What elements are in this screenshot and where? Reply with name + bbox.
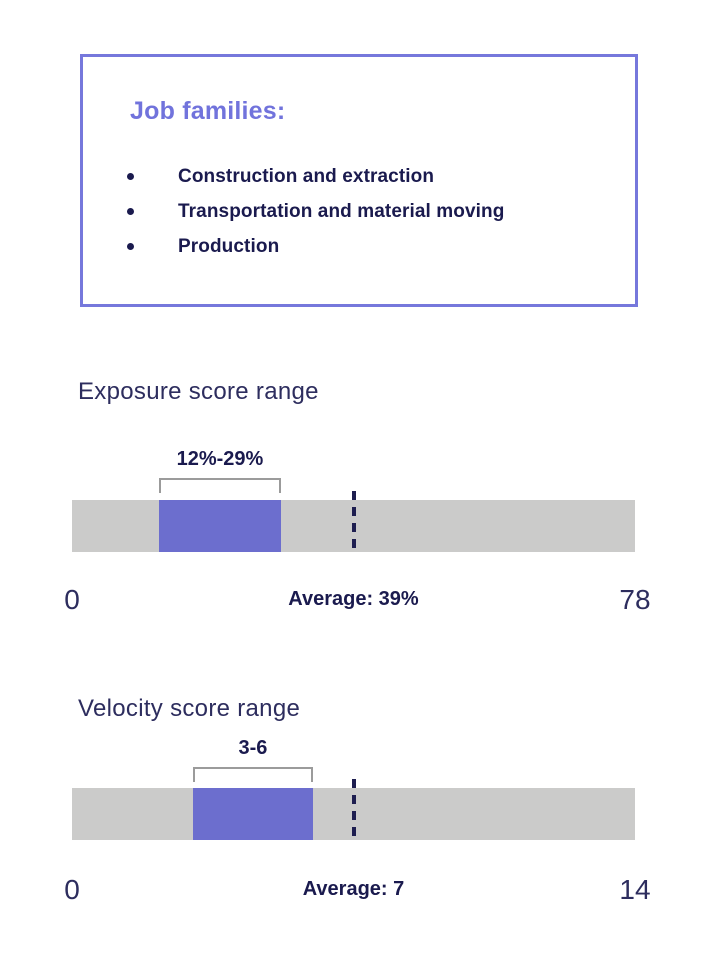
job-families-box: Job families: Construction and extractio…: [80, 54, 638, 307]
highlight-segment: [192, 788, 314, 840]
range-bracket: [192, 767, 314, 782]
average-dashed-line: [351, 491, 356, 552]
chart-plot: 12%-29% 0 Average: 39% 78: [64, 378, 650, 623]
axis-average-label: Average: 39%: [288, 588, 419, 610]
chart-title: Velocity score range: [78, 695, 301, 722]
chart-plot: 3-6 0 Average: 7 14: [64, 695, 650, 920]
axis-row: 0 Average: 39% 78: [64, 584, 650, 615]
list-item-label: Production: [178, 235, 280, 257]
axis-row: 0 Average: 7 14: [64, 874, 650, 905]
chart-section-exposure: Exposure score range 12%-29% 0 Average: …: [0, 378, 726, 623]
bullet-icon: [127, 208, 134, 215]
list-item: Transportation and material moving: [127, 194, 504, 229]
axis-min-label: 0: [64, 874, 80, 905]
bullet-icon: [127, 173, 134, 180]
bar-track: [72, 491, 635, 552]
average-dashed-line: [351, 779, 356, 840]
bar-track: [72, 779, 635, 840]
list-item-label: Construction and extraction: [178, 165, 435, 187]
job-families-title: Job families:: [130, 97, 286, 125]
job-families-list: Construction and extraction Transportati…: [127, 159, 504, 264]
chart-section-velocity: Velocity score range 3-6 0 Average: 7 14: [0, 695, 726, 920]
list-item-label: Transportation and material moving: [178, 200, 505, 222]
bullet-icon: [127, 243, 134, 250]
list-item: Production: [127, 229, 504, 264]
axis-average-label: Average: 7: [302, 878, 405, 900]
range-label: 12%-29%: [176, 448, 264, 470]
range-label: 3-6: [238, 737, 268, 759]
axis-max-label: 78: [619, 584, 651, 615]
list-item: Construction and extraction: [127, 159, 504, 194]
axis-max-label: 14: [619, 874, 651, 905]
range-bracket: [158, 478, 282, 493]
axis-min-label: 0: [64, 584, 80, 615]
highlight-segment: [158, 500, 282, 552]
chart-title: Exposure score range: [78, 378, 319, 405]
